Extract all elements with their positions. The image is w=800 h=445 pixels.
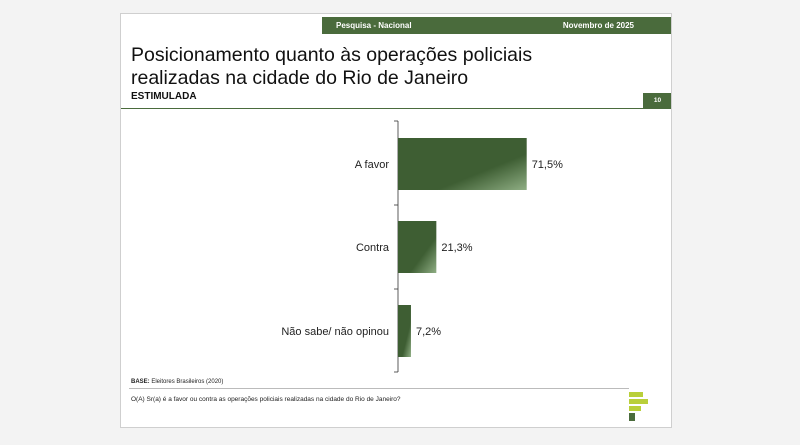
category-label: A favor bbox=[355, 159, 390, 171]
header-divider bbox=[121, 108, 671, 109]
chart-title-line-1: Posicionamento quanto às operações polic… bbox=[131, 44, 533, 66]
footer-divider bbox=[129, 388, 629, 389]
bar-chart: A favor 71,5% Contra 21,3% Não sabe/ não opi… bbox=[281, 120, 563, 373]
value-label: 7,2% bbox=[416, 326, 441, 338]
bar bbox=[398, 138, 527, 190]
base-note: BASE: Eleitores Brasileiros (2020) bbox=[131, 379, 223, 385]
bar bbox=[398, 305, 411, 357]
logo-bar-3 bbox=[629, 406, 641, 411]
header-bar: Pesquisa - Nacional Novembro de 2025 bbox=[322, 17, 671, 34]
page-number: 10 bbox=[643, 93, 671, 108]
chart-title-line-2: realizadas na cidade do Rio de Janeiro bbox=[131, 67, 469, 89]
brand-logo bbox=[629, 392, 648, 421]
logo-bar-4 bbox=[629, 413, 635, 421]
category-label: Contra bbox=[356, 242, 390, 254]
base-text: Eleitores Brasileiros (2020) bbox=[151, 379, 224, 385]
base-label: BASE: bbox=[131, 379, 150, 385]
chart-title: Posicionamento quanto às operações polic… bbox=[131, 44, 532, 90]
value-label: 21,3% bbox=[441, 242, 472, 254]
survey-question: O(A) Sr(a) é a favor ou contra as operaç… bbox=[131, 396, 401, 403]
value-label: 71,5% bbox=[532, 159, 563, 171]
bar bbox=[398, 221, 437, 273]
category-label: Não sabe/ não opinou bbox=[281, 326, 389, 338]
logo-bar-1 bbox=[629, 392, 643, 397]
survey-label: Pesquisa - Nacional bbox=[336, 21, 412, 30]
slide: Pesquisa - Nacional Novembro de 2025 Pos… bbox=[120, 13, 672, 428]
logo-bar-2 bbox=[629, 399, 648, 404]
chart-subtitle: ESTIMULADA bbox=[131, 91, 197, 102]
date-label: Novembro de 2025 bbox=[562, 21, 634, 30]
